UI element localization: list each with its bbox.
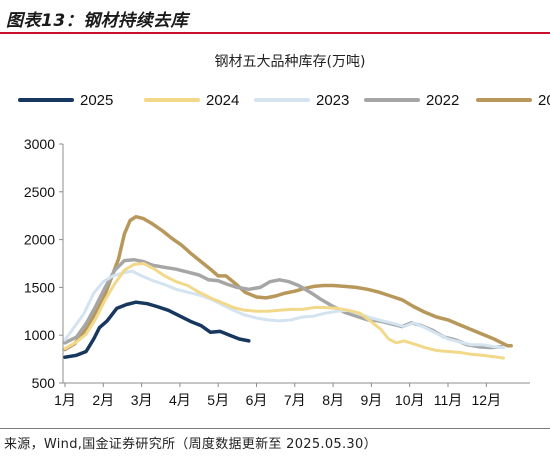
y-tick-label: 2000 — [24, 232, 55, 248]
x-tick-label: 4月 — [169, 392, 191, 408]
series-line-2025 — [63, 300, 251, 359]
inventory-line-chart: 钢材五大品种库存(万吨) 2025 2024 2023 2022 2021 500 100… — [18, 54, 550, 408]
x-tick-label: 8月 — [322, 392, 344, 408]
y-tick-label: 3000 — [24, 136, 55, 152]
x-tick-label: 7月 — [284, 392, 306, 408]
source-note: 来源，Wind,国金证券研究所（周度数据更新至 2025.05.30） — [4, 437, 377, 452]
legend: 2025 2024 2023 2022 2021 — [18, 92, 550, 109]
y-tick-label: 500 — [32, 375, 56, 391]
series-line-2021 — [63, 214, 513, 352]
y-tick-label: 1500 — [24, 279, 55, 295]
series-line-2024 — [63, 262, 505, 360]
x-tick-label: 9月 — [361, 392, 383, 408]
title-rule — [0, 32, 550, 34]
x-tick-label: 11月 — [434, 392, 463, 408]
series-line-2023 — [63, 269, 505, 350]
series-lines — [63, 214, 513, 360]
x-tick-label: 5月 — [207, 392, 229, 408]
x-tick-label: 3月 — [131, 392, 153, 408]
y-tick-label: 1000 — [24, 327, 55, 343]
footer-rule — [0, 428, 550, 429]
legend-label-2024: 2024 — [206, 92, 239, 109]
figure-title: 图表13：钢材持续去库 — [6, 11, 189, 31]
x-tick-label: 6月 — [246, 392, 268, 408]
legend-label-2021: 2021 — [538, 92, 550, 109]
chart-title: 钢材五大品种库存(万吨) — [215, 54, 366, 70]
x-tick-label: 2月 — [92, 392, 114, 408]
legend-label-2025: 2025 — [80, 92, 113, 109]
y-tick-label: 2500 — [24, 184, 55, 200]
legend-label-2022: 2022 — [426, 92, 459, 109]
axes: 500 1000 1500 2000 2500 3000 1月 2月 3月 4月 5月 6月 7月 8月 9… — [24, 136, 530, 408]
x-tick-label: 12月 — [472, 392, 502, 408]
legend-label-2023: 2023 — [316, 92, 349, 109]
x-tick-label: 10月 — [395, 392, 425, 408]
x-tick-label: 1月 — [54, 392, 76, 408]
